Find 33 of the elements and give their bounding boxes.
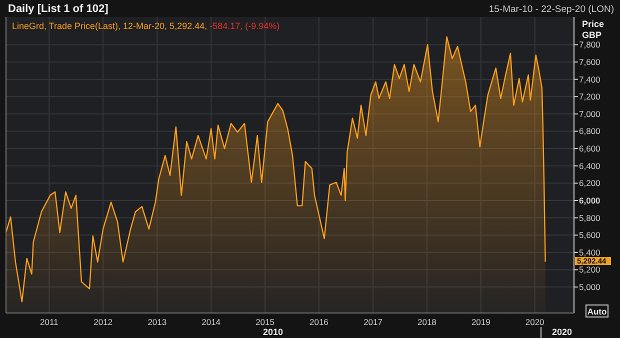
x-tick-label: 2018 — [418, 317, 437, 327]
x-tick-label: 2016 — [310, 317, 329, 327]
y-tick-label: 5,000 — [579, 282, 601, 292]
y-tick-label: 7,200 — [579, 92, 601, 102]
text: 2010 — [262, 327, 284, 337]
x-tick-label: 2015 — [256, 317, 275, 327]
x-tick-label: 2019 — [471, 317, 491, 327]
x-tick-label: 2017 — [364, 317, 383, 327]
y-axis-title: Price GBP — [582, 19, 604, 40]
annotation: -584.17, (-9.94%) — [210, 21, 280, 31]
y-tick-label: 6,600 — [579, 144, 601, 154]
y-tick-label: 7,600 — [579, 56, 601, 67]
text: Auto — [587, 306, 607, 316]
x-tick-label: 2014 — [202, 317, 221, 327]
y-tick-label: 7,800 — [579, 40, 601, 50]
x-tick-label: 2012 — [94, 317, 113, 327]
x-tick-label: 2020 — [525, 317, 545, 327]
y-tick-label: 6,800 — [579, 126, 601, 136]
x-tick-label: 2011 — [40, 317, 59, 327]
y-tick-label: 7,400 — [579, 74, 601, 84]
y-tick-label: 5,800 — [579, 212, 601, 223]
y-tick-label: 6,200 — [579, 178, 601, 188]
text: LineGrd, Trade Price(Last), 12-Mar-20, 5,292.44, — [12, 21, 210, 31]
y-tick-label: 5,600 — [579, 230, 601, 240]
chart-title: Daily [List 1 of 102] — [8, 3, 109, 15]
x-tick-label: 2013 — [148, 317, 167, 327]
y-tick-label: 5,200 — [579, 264, 601, 275]
y-tick-label: 6,400 — [579, 160, 601, 171]
y-tick-label: 6,000 — [579, 195, 601, 206]
chart-subtitle: 15-Mar-10 - 22-Sep-20 (LON) — [488, 4, 614, 15]
text: 2020 — [552, 327, 572, 337]
y-tick-label: 5,400 — [579, 247, 601, 258]
y-tick-label: 7,000 — [579, 108, 601, 119]
